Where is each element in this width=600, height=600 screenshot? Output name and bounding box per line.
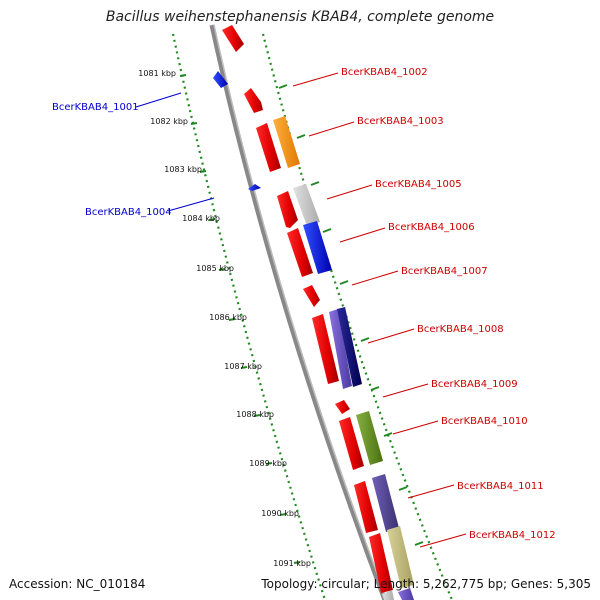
kbp-label: 1089 kbp — [249, 459, 287, 468]
gene-label-1008[interactable]: BcerKBAB4_1008 — [417, 324, 504, 335]
kbp-label: 1081 kbp — [138, 69, 176, 78]
gene-label-1003[interactable]: BcerKBAB4_1003 — [357, 116, 444, 127]
gene-1005[interactable] — [277, 191, 298, 228]
gene-1006[interactable] — [287, 228, 313, 277]
gene-1010[interactable] — [339, 417, 364, 470]
cog-blue — [303, 221, 332, 274]
gene-1003-red[interactable] — [256, 123, 281, 172]
kbp-label: 1087 kbp — [224, 362, 262, 371]
gene-1011[interactable] — [354, 481, 378, 533]
kbp-label: 1085 kbp — [196, 264, 234, 273]
cog-boxes — [273, 116, 414, 600]
kbp-label: 1090 kbp — [261, 509, 299, 518]
gene-label-1010[interactable]: BcerKBAB4_1010 — [441, 416, 528, 427]
kbp-label: 1086 kbp — [209, 313, 247, 322]
kbp-label: 1082 kbp — [150, 117, 188, 126]
cog-purple — [329, 309, 352, 389]
right-leader-lines — [292, 72, 467, 548]
gene-label-1011[interactable]: BcerKBAB4_1011 — [457, 481, 544, 492]
gene-1008[interactable] — [312, 314, 339, 384]
outer-ring-ticks — [278, 84, 424, 546]
gene-label-1009[interactable]: BcerKBAB4_1009 — [431, 379, 518, 390]
gene-label-1006[interactable]: BcerKBAB4_1006 — [388, 222, 475, 233]
gene-forward[interactable] — [222, 25, 244, 52]
gene-label-1004[interactable]: BcerKBAB4_1004 — [85, 207, 172, 218]
left-leader-lines — [135, 92, 215, 212]
cog-bottom-gray — [382, 590, 394, 600]
kbp-label: 1091 kbp — [273, 559, 311, 568]
cog-navy — [337, 307, 362, 387]
gene-label-1005[interactable]: BcerKBAB4_1005 — [375, 179, 462, 190]
gene-label-1007[interactable]: BcerKBAB4_1007 — [401, 266, 488, 277]
cog-gray — [293, 184, 320, 226]
cog-orange — [273, 116, 300, 168]
gene-1004[interactable] — [248, 184, 261, 191]
topology-info: Topology: circular; Length: 5,262,775 bp… — [261, 577, 591, 591]
gene-1007[interactable] — [303, 285, 320, 307]
genome-backbone — [209, 24, 388, 600]
cog-bottom-purple — [398, 588, 414, 600]
cog-slate — [372, 474, 399, 532]
gene-label-1001[interactable]: BcerKBAB4_1001 — [52, 102, 139, 113]
gene-label-1002[interactable]: BcerKBAB4_1002 — [341, 67, 428, 78]
gene-1009[interactable] — [335, 400, 350, 414]
cog-khaki — [387, 526, 414, 588]
cog-green — [356, 411, 383, 465]
gene-1001[interactable] — [213, 71, 228, 88]
kbp-ticks — [179, 74, 301, 564]
gene-1012[interactable] — [369, 533, 393, 593]
kbp-label: 1084 kbp — [182, 214, 220, 223]
forward-genes — [222, 25, 393, 593]
accession-text: Accession: NC_010184 — [9, 577, 146, 591]
inner-tick-ring — [171, 33, 327, 600]
map-title: Bacillus weihenstephanensis KBAB4, compl… — [105, 9, 495, 25]
kbp-label: 1083 kbp — [164, 165, 202, 174]
gene-label-1012[interactable]: BcerKBAB4_1012 — [469, 530, 556, 541]
kbp-label: 1088 kbp — [236, 410, 274, 419]
gene-1002[interactable] — [244, 88, 263, 113]
